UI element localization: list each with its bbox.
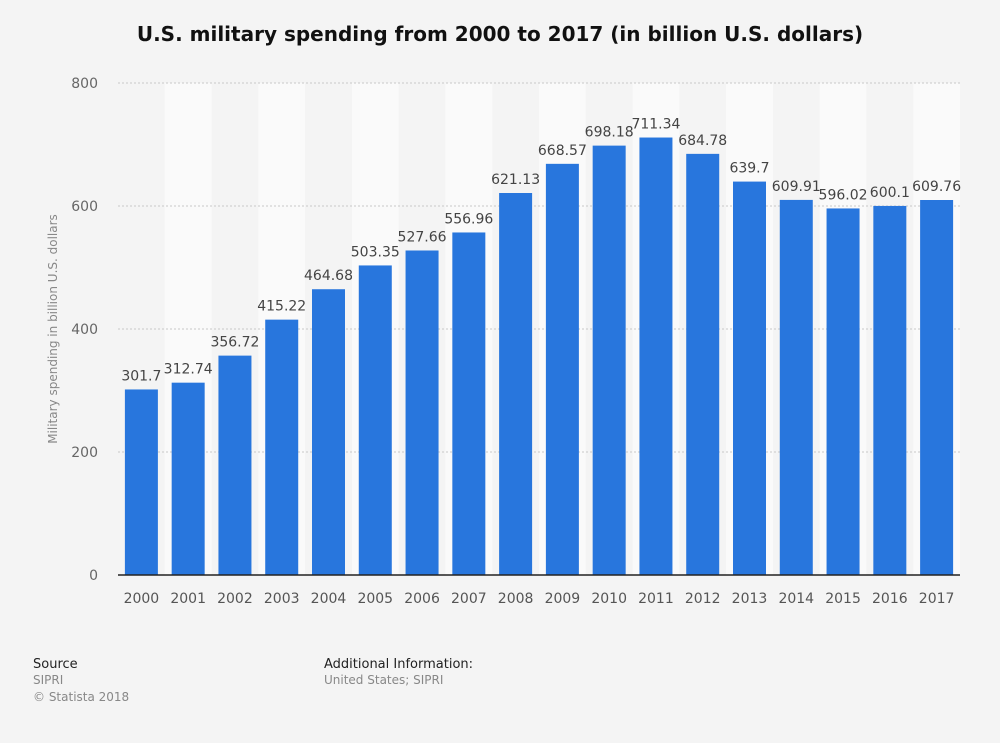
y-tick-label: 200 <box>71 445 98 461</box>
x-tick-label: 2011 <box>638 591 674 607</box>
data-label: 301.7 <box>121 368 161 384</box>
x-tick-label: 2006 <box>404 591 440 607</box>
x-tick-label: 2000 <box>124 591 160 607</box>
data-label: 596.02 <box>819 187 868 203</box>
data-label: 609.76 <box>912 179 961 195</box>
bar-2010 <box>592 145 626 575</box>
y-tick-label: 400 <box>71 322 98 338</box>
x-tick-label: 2005 <box>357 591 393 607</box>
data-label: 356.72 <box>210 335 259 351</box>
x-tick-label: 2007 <box>451 591 487 607</box>
data-label: 609.91 <box>772 179 821 195</box>
additional-info-heading: Additional Information: <box>324 657 474 672</box>
y-tick-label: 0 <box>89 568 98 584</box>
source-block: Source SIPRI © Statista 2018 <box>33 657 129 706</box>
bar-2012 <box>686 153 720 576</box>
x-tick-label: 2013 <box>732 591 768 607</box>
y-tick-label: 600 <box>71 199 98 215</box>
y-axis-label: Military spending in billion U.S. dollar… <box>46 214 60 444</box>
bar-2017 <box>920 199 954 575</box>
x-tick-label: 2012 <box>685 591 721 607</box>
data-label: 698.18 <box>585 125 634 141</box>
x-tick-label: 2008 <box>498 591 534 607</box>
x-tick-label: 2010 <box>591 591 627 607</box>
source-text[interactable]: SIPRI <box>33 673 64 687</box>
x-tick-label: 2014 <box>778 591 814 607</box>
data-label: 527.66 <box>398 229 447 245</box>
bar-2009 <box>545 163 579 575</box>
bar-2001 <box>171 382 205 575</box>
x-tick-label: 2009 <box>545 591 581 607</box>
bar-2003 <box>265 319 299 575</box>
data-label: 503.35 <box>351 244 400 260</box>
additional-info-text: United States; SIPRI <box>324 673 444 687</box>
bar-2007 <box>452 232 486 575</box>
bar-2013 <box>733 181 766 575</box>
x-tick-label: 2016 <box>872 591 908 607</box>
source-heading: Source <box>33 657 78 672</box>
data-label: 668.57 <box>538 143 587 159</box>
bar-2004 <box>312 289 345 575</box>
bar-2011 <box>639 137 673 576</box>
data-label: 600.1 <box>870 185 910 201</box>
bar-2002 <box>218 355 252 575</box>
data-label: 312.74 <box>164 362 213 378</box>
y-tick-label: 800 <box>71 76 98 92</box>
bar-2016 <box>873 205 907 575</box>
data-label: 415.22 <box>257 299 306 315</box>
data-label: 684.78 <box>678 133 727 149</box>
x-tick-label: 2003 <box>264 591 300 607</box>
data-label: 711.34 <box>631 117 680 133</box>
data-label: 621.13 <box>491 172 540 188</box>
copyright-text: © Statista 2018 <box>33 690 130 704</box>
x-tick-label: 2017 <box>919 591 955 607</box>
x-tick-label: 2004 <box>311 591 347 607</box>
data-label: 464.68 <box>304 268 353 284</box>
bar-2000 <box>124 389 158 575</box>
bar-2008 <box>499 193 533 575</box>
bar-2005 <box>358 265 392 575</box>
x-tick-label: 2001 <box>170 591 206 607</box>
additional-info-block: Additional Information: United States; S… <box>324 657 473 689</box>
bar-2006 <box>405 250 439 575</box>
bar-chart: 0 200 400 600 800 301.7 2000 312.74 2001 356.72 20… <box>46 76 961 607</box>
data-label: 556.96 <box>444 211 493 227</box>
x-tick-label: 2002 <box>217 591 253 607</box>
bar-2014 <box>779 199 813 576</box>
chart-title: U.S. military spending from 2000 to 2017… <box>136 22 864 46</box>
x-tick-label: 2015 <box>825 591 861 607</box>
bar-2015 <box>826 208 860 575</box>
data-label: 639.7 <box>729 161 769 177</box>
